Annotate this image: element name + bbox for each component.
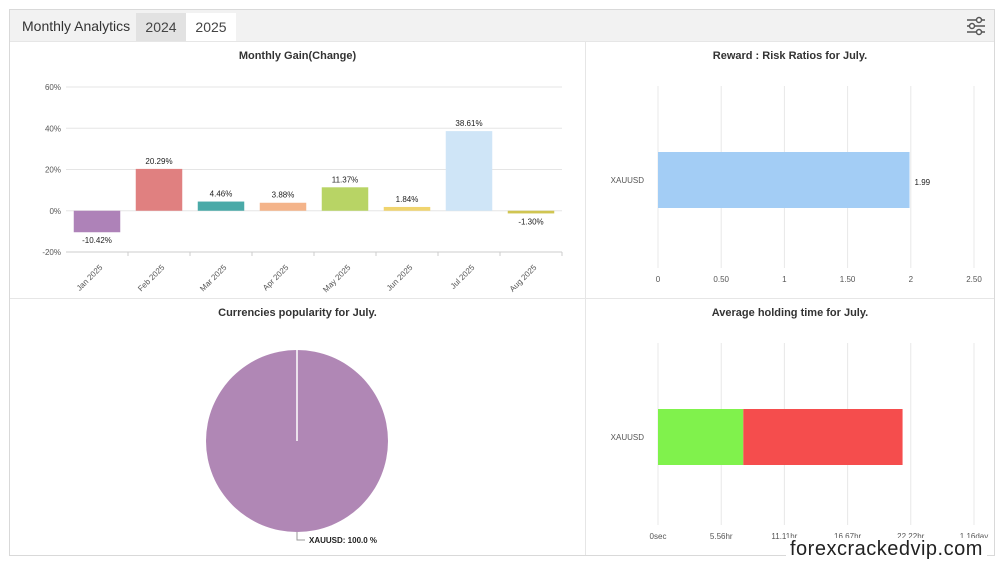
bar-value-label: 1.99 [915,178,931,187]
x-tick-label: 1.50 [840,275,856,284]
holding-time-chart: 0sec 5.56hr 11.11hr 16.67hr 22.22hr 1.16day XA… [611,343,988,541]
x-tick-label: Mar 2025 [198,263,229,294]
currency-popularity-panel: Currencies popularity for July. XAUUSD: … [10,299,586,555]
x-tick-label: 11.11hr [771,532,797,541]
bar-long [658,409,744,465]
pie-label-connector [296,532,305,541]
monthly-gain-title: Monthly Gain(Change) [238,50,357,62]
monthly-gain-chart: -20% 0% 20% 40% 60% -10.42% Jan 2025 20.29% Feb … [42,83,563,295]
x-tick-label: Jul 2025 [449,263,477,291]
bar-value-label: 1.84% [396,195,419,204]
watermark: forexcrackedvip.com [786,538,987,561]
bar-value-label: -10.42% [82,236,112,245]
x-tick-label: 2.50 [966,275,982,284]
bar [197,201,245,211]
x-tick-label: Aug 2025 [508,263,539,294]
bar [383,206,431,211]
currency-popularity-title: Currencies popularity for July. [218,307,377,319]
y-tick-label: -20% [42,248,61,257]
bar [321,187,369,211]
y-tick-label: 60% [45,83,61,92]
bar [445,131,493,211]
x-tick-label: 0sec [650,532,667,541]
bar [73,210,121,233]
bar [259,202,307,211]
reward-risk-panel: Reward : Risk Ratios for July. 0 0.50 1 1.5… [586,42,994,299]
analytics-frame: Monthly Analytics 2024 2025 Monthly Gain… [9,9,995,556]
x-tick-label: Jan 2025 [75,263,105,293]
bar-value-label: -1.30% [518,217,543,226]
bar-short [743,409,903,465]
y-tick-label: 40% [45,124,61,133]
currency-popularity-chart: XAUUSD: 100.0 % [206,350,388,545]
page-title: Monthly Analytics [22,18,131,34]
x-tick-label: 0.50 [713,275,729,284]
bar [658,152,910,208]
bar-value-label: 20.29% [145,157,172,166]
reward-risk-chart: 0 0.50 1 1.50 2 2.50 XAUUSD 1.99 [611,86,982,284]
bar [135,168,183,211]
y-tick-label: XAUUSD [611,176,645,185]
x-tick-label: 22.22hr [897,532,924,541]
x-tick-label: 1 [782,275,787,284]
bar-value-label: 3.88% [272,191,295,200]
x-tick-label: 5.56hr [710,532,733,541]
x-tick-label: Feb 2025 [136,263,167,294]
x-tick-label: 0 [656,275,661,284]
bar-value-label: 11.37% [332,175,359,184]
tab-2025[interactable]: 2025 [186,13,236,41]
y-tick-label: 0% [49,207,61,216]
bar-value-label: 4.46% [210,190,233,199]
x-tick-label: May 2025 [321,263,353,295]
pie-data-label: XAUUSD: 100.0 % [309,536,377,545]
header-bar: Monthly Analytics 2024 2025 [10,10,994,42]
reward-risk-title: Reward : Risk Ratios for July. [712,50,868,62]
x-tick-label: 2 [909,275,914,284]
monthly-gain-panel: Monthly Gain(Change) -20% 0% 20% 40% 60% -10.… [10,42,586,299]
holding-time-panel: Average holding time for July. 0sec 5.56h… [586,299,994,555]
sliders-icon[interactable] [965,15,987,37]
tab-2024[interactable]: 2024 [136,13,186,41]
y-tick-label: XAUUSD [611,433,645,442]
bar-value-label: 38.61% [455,119,482,128]
x-tick-label: Jun 2025 [385,263,415,293]
x-tick-label: 1.16day [960,532,988,541]
y-tick-label: 20% [45,166,61,175]
x-tick-label: Apr 2025 [261,263,291,293]
bar [507,210,555,214]
holding-time-title: Average holding time for July. [711,307,869,319]
x-tick-label: 16.67hr [834,532,861,541]
